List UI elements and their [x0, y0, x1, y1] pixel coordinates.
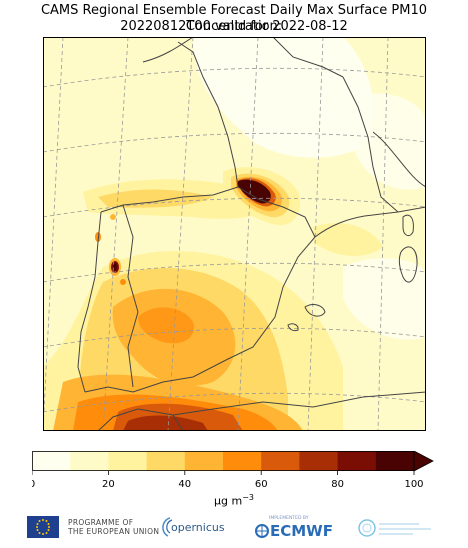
dust-band-east — [313, 223, 383, 257]
colorbar-bin — [146, 451, 186, 471]
colorbar-tick-label: 60 — [255, 479, 268, 490]
colorbar-tick-label: 80 — [331, 479, 344, 490]
ecmwf-implemented-by: IMPLEMENTED BY — [269, 515, 309, 521]
pm10-map — [43, 37, 426, 431]
colorbar-bin — [223, 451, 262, 471]
colorbar-tick-label: 100 — [404, 479, 423, 490]
fire-hotspot-gironde — [223, 167, 301, 226]
eu-line-2: THE EUROPEAN UNION — [68, 527, 160, 536]
colorbar-bin — [261, 451, 300, 471]
colorbar-extend-max — [413, 451, 434, 472]
clean-air-area-alps — [343, 93, 426, 190]
colorbar: 0 20 40 60 80 100 — [32, 451, 434, 490]
map-title-line-2: 20220812T00 valid for 2022-08-12 — [120, 19, 348, 34]
ecmwf-wordmark: ECMWF — [270, 522, 333, 540]
colorbar-unit-text: μg m — [214, 494, 243, 508]
colorbar-bin — [32, 451, 71, 471]
graticule — [43, 37, 426, 431]
copernicus-logo: opernicus — [162, 517, 225, 537]
colorbar-bin — [299, 451, 339, 471]
clean-air-area-north — [193, 37, 374, 158]
eu-programme-text: PROGRAMME OF THE EUROPEAN UNION — [68, 518, 159, 548]
eu-flag-logo — [27, 516, 59, 538]
colorbar-bin — [108, 451, 148, 471]
colorbar-bin — [375, 451, 415, 471]
colorbar-bin — [337, 451, 377, 471]
colorbar-bins — [32, 451, 415, 471]
dust-ochre-biscay — [98, 189, 213, 208]
eu-stars-icon — [27, 516, 59, 538]
map-title-line-1: CAMS Regional Ensemble Forecast Daily Ma… — [40, 3, 428, 34]
colorbar-unit-exponent: −3 — [242, 493, 254, 502]
dust-deep-centre — [138, 307, 194, 344]
colorbar-tick-label: 20 — [102, 479, 115, 490]
clean-air-area-med — [343, 258, 426, 340]
copernicus-wordmark: opernicus — [171, 521, 225, 534]
colorbar-tick-label: 0 — [32, 479, 35, 490]
dust-darkred-south — [123, 415, 208, 431]
partner-logo — [358, 519, 431, 537]
colorbar-ticks: 0 20 40 60 80 100 — [32, 471, 424, 490]
colorbar-bin — [184, 451, 224, 471]
eu-line-1: PROGRAMME OF — [68, 518, 134, 527]
colorbar-tick-label: 40 — [178, 479, 191, 490]
colorbar-bin — [70, 451, 109, 471]
colorbar-frame — [32, 451, 415, 471]
colorbar-unit-label: μg m−3 — [0, 493, 468, 508]
ecmwf-logo: IMPLEMENTED BY ECMWF — [255, 515, 333, 540]
coastlines — [77, 37, 426, 431]
